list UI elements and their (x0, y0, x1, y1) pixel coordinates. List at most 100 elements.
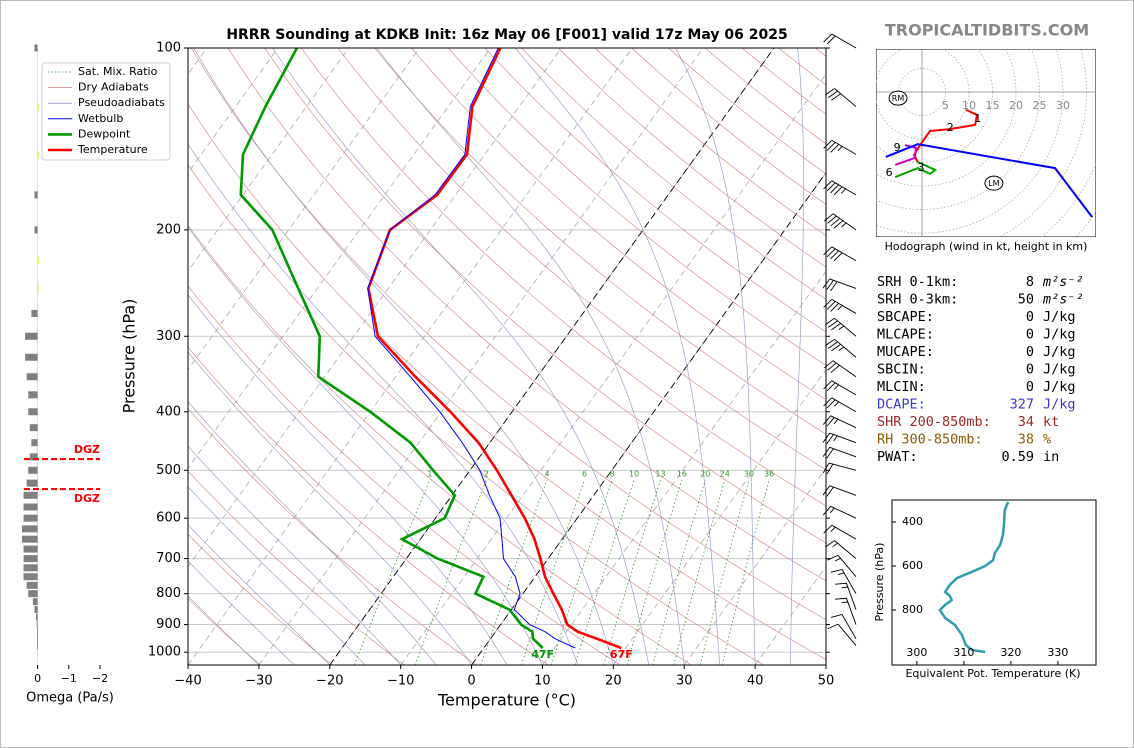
wind-barb (823, 380, 857, 396)
isotherm (188, 48, 420, 371)
omega-bar (34, 191, 38, 199)
omega-bar (31, 439, 38, 447)
x-tick-label: 50 (818, 674, 835, 689)
omega-bar (34, 226, 38, 234)
omega-bar (23, 555, 38, 563)
legend-label: Dry Adiabats (78, 81, 149, 94)
dry-adiabat (188, 408, 477, 665)
profile-line (239, 48, 544, 649)
index-label: MLCIN: (877, 379, 926, 395)
wind-barb (824, 360, 857, 378)
omega-bar (37, 103, 39, 111)
y-tick-label: 100 (156, 41, 181, 56)
index-label: SHR 200-850mb: (877, 414, 991, 430)
index-value: 0 (1026, 327, 1034, 343)
omega-bar (22, 535, 38, 543)
omega-bar (28, 590, 38, 598)
wind-barb (822, 432, 857, 445)
omega-bar (36, 621, 38, 629)
height-label: 6 (886, 166, 893, 179)
thetae-x-tick-label: 300 (906, 646, 927, 659)
omega-bar (23, 491, 38, 499)
pseudoadiabat (376, 48, 685, 665)
pseudoadiabat (188, 524, 331, 665)
x-tick-label: −20 (316, 674, 343, 689)
thetae-x-tick-label: 320 (1000, 646, 1021, 659)
thetae-y-label: Pressure (hPa) (873, 543, 886, 622)
height-label: 1 (974, 112, 981, 125)
dry-adiabat (337, 48, 826, 471)
hodograph-ring-label: 30 (1056, 99, 1070, 112)
hodograph-plot: 5 10 15 20 25 30 1 2 3 69 RM LM (876, 49, 1096, 237)
isotherm (188, 48, 350, 272)
pseudoadiabat (790, 48, 804, 665)
omega-bar (26, 479, 38, 487)
mixing-ratio-line (414, 479, 487, 665)
dry-adiabat (631, 48, 826, 205)
wind-barb (824, 88, 857, 107)
legend-label: Dewpoint (78, 127, 131, 140)
mixing-ratio-label: 16 (677, 469, 687, 478)
pseudoadiabat (188, 595, 260, 665)
isotherm (258, 48, 704, 665)
pseudoadiabat (272, 48, 650, 665)
dry-adiabat (264, 48, 826, 544)
profile-line (367, 48, 622, 650)
mixing-ratio-label: 2 (484, 469, 489, 478)
dgz-label: DGZ (74, 443, 100, 456)
omega-label: Omega (Pa/s) (26, 691, 114, 706)
y-tick-label: 900 (156, 617, 181, 632)
legend-label: Pseudoadiabats (78, 96, 165, 109)
pseudoadiabat (188, 486, 366, 665)
mixing-ratio-label: 13 (655, 469, 665, 478)
omega-bar (25, 332, 38, 340)
legend-label: Temperature (77, 143, 148, 156)
dry-adiabat (374, 48, 826, 435)
wind-barb (823, 246, 857, 262)
thetae-line (938, 501, 1010, 654)
omega-bar (28, 466, 38, 474)
mixing-ratio-line (353, 479, 431, 665)
index-label: SRH 0-1km: (877, 274, 958, 290)
highlight-isotherm (329, 48, 775, 665)
y-tick-label: 300 (156, 329, 181, 344)
wind-barb (823, 140, 857, 155)
omega-bar (37, 150, 39, 158)
dry-adiabat (668, 48, 826, 175)
highlight-isotherm (471, 171, 826, 665)
index-value: 0 (1026, 309, 1034, 325)
omega-bar (26, 581, 38, 589)
y-tick-label: 800 (156, 586, 181, 601)
omega-bar (28, 408, 38, 416)
thetae-y-tick-label: 800 (902, 603, 923, 616)
omega-bar (23, 573, 38, 581)
omega-bar (28, 391, 38, 399)
mixing-ratio-line (550, 479, 613, 665)
index-unit: J/kg (1043, 397, 1076, 413)
omega-bar (36, 642, 38, 650)
omega-bar (31, 309, 38, 317)
index-unit: m²s⁻² (1042, 274, 1084, 290)
omega-x-tick-label: 0 (34, 672, 41, 685)
omega-bar (29, 424, 38, 432)
legend-label: Sat. Mix. Ratio (78, 65, 158, 78)
index-label: MLCAPE: (877, 327, 934, 343)
dry-adiabat (227, 48, 826, 582)
index-label: RH 300-850mb: (877, 432, 983, 448)
hodograph-ring-label: 25 (1033, 99, 1047, 112)
hodograph-trace (885, 143, 1093, 218)
hodograph-trace (894, 161, 938, 179)
hodograph-ring-label: 20 (1009, 99, 1023, 112)
mixing-ratio-line (603, 479, 661, 665)
thetae-x-tick-label: 310 (953, 646, 974, 659)
wind-barb (822, 462, 857, 475)
dry-adiabat (188, 533, 333, 665)
mixing-ratio-label: 20 (700, 469, 710, 478)
hodograph-ring-label: 15 (986, 99, 1000, 112)
omega-bar (26, 373, 38, 381)
index-unit: J/kg (1043, 309, 1076, 325)
isotherm (188, 48, 491, 469)
index-label: SBCIN: (877, 362, 926, 378)
wind-barb (823, 524, 857, 540)
pseudoadiabat (675, 48, 756, 665)
